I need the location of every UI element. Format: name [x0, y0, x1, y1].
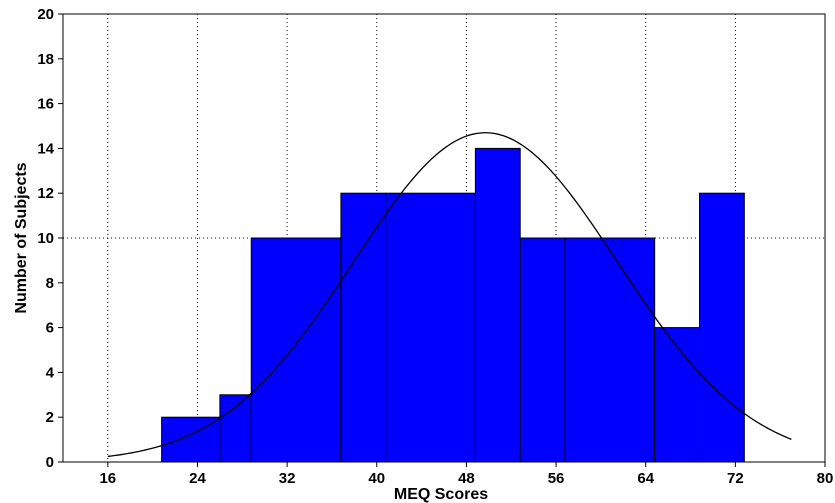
x-tick-label: 64: [637, 470, 654, 487]
y-tick-label: 0: [46, 454, 54, 471]
y-tick-label: 16: [37, 96, 54, 113]
y-tick-label: 8: [46, 275, 54, 292]
y-axis-title: Number of Subjects: [13, 162, 30, 313]
histogram-bar: [519, 237, 566, 463]
y-tick-label: 14: [37, 140, 54, 157]
y-tick-label: 20: [37, 6, 54, 23]
y-tick-label: 4: [46, 364, 55, 381]
normal-curve-layer: [107, 132, 792, 458]
histogram-bar: [340, 192, 387, 463]
histogram-bar: [219, 394, 252, 463]
x-tick-label: 24: [189, 470, 206, 487]
histogram-bar: [654, 327, 700, 463]
normal-fit-curve: [107, 132, 792, 458]
histogram-bar: [385, 192, 476, 463]
y-tick-labels: 0 2 4 6 8 10 12 14 16 18 20: [37, 6, 54, 471]
axis-ticks: [58, 13, 826, 467]
x-tick-label: 72: [727, 470, 744, 487]
histogram-bar: [698, 192, 745, 463]
x-tick-label: 48: [458, 470, 475, 487]
y-tick-label: 10: [37, 230, 54, 247]
histogram-bar: [564, 237, 656, 463]
histogram-bar: [474, 147, 521, 463]
x-axis-title: MEQ Scores: [394, 486, 488, 503]
y-tick-label: 2: [46, 409, 54, 426]
x-tick-labels: 16 24 32 40 48 56 64 72 80: [99, 470, 833, 487]
x-tick-label: 56: [548, 470, 565, 487]
histogram-bars: [161, 147, 745, 463]
y-tick-label: 18: [37, 51, 54, 68]
histogram-bar: [250, 237, 342, 463]
y-tick-label: 12: [37, 185, 54, 202]
x-tick-label: 16: [99, 470, 116, 487]
x-tick-label: 40: [368, 470, 385, 487]
x-tick-label: 80: [817, 470, 834, 487]
x-tick-label: 32: [279, 470, 296, 487]
y-tick-label: 6: [46, 320, 54, 337]
